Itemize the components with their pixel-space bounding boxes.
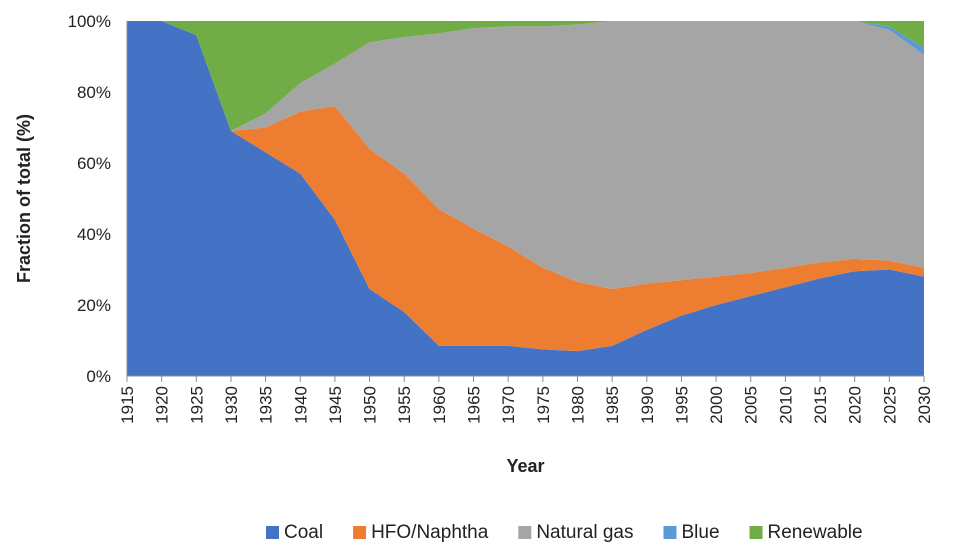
x-tick-label: 2025 bbox=[880, 386, 899, 424]
legend-label: Blue bbox=[681, 522, 719, 543]
x-tick-label: 1950 bbox=[361, 386, 380, 424]
x-tick-label: 1990 bbox=[638, 386, 657, 424]
x-tick-label: 1970 bbox=[499, 386, 518, 424]
y-tick-label: 40% bbox=[77, 225, 111, 244]
y-tick-label: 100% bbox=[68, 12, 111, 31]
x-tick-label: 2015 bbox=[811, 386, 830, 424]
x-tick-label: 1935 bbox=[257, 386, 276, 424]
x-tick-label: 2020 bbox=[846, 386, 865, 424]
x-tick-label: 2005 bbox=[742, 386, 761, 424]
x-tick-label: 1930 bbox=[222, 386, 241, 424]
x-tick-label: 1955 bbox=[395, 386, 414, 424]
legend-item-coal: Coal bbox=[266, 522, 323, 543]
x-tick-label: 1985 bbox=[603, 386, 622, 424]
axes bbox=[126, 21, 925, 382]
legend-swatch bbox=[663, 526, 677, 539]
legend-label: Renewable bbox=[768, 522, 863, 543]
y-tick-label: 0% bbox=[86, 367, 111, 386]
legend-label: Natural gas bbox=[536, 522, 633, 543]
x-tick-label: 1960 bbox=[430, 386, 449, 424]
x-tick-label: 1980 bbox=[568, 386, 587, 424]
y-axis-title: Fraction of total (%) bbox=[14, 114, 34, 283]
x-tick-label: 1925 bbox=[187, 386, 206, 424]
legend-label: HFO/Naphtha bbox=[371, 522, 489, 543]
x-tick-label: 1920 bbox=[153, 386, 172, 424]
x-tick-label: 2030 bbox=[915, 386, 934, 424]
x-tick-label: 1945 bbox=[326, 386, 345, 424]
legend-swatch bbox=[266, 526, 279, 539]
x-tick-label: 1915 bbox=[118, 386, 137, 424]
x-tick-label: 1975 bbox=[534, 386, 553, 424]
x-tick-label: 1995 bbox=[672, 386, 691, 424]
legend-swatch bbox=[749, 526, 763, 539]
legend-item-natural-gas: Natural gas bbox=[518, 522, 633, 543]
y-axis-tick-labels: 0% 20% 40% 60% 80% 100% bbox=[68, 12, 111, 386]
legend-label: Coal bbox=[284, 522, 323, 543]
x-tick-label: 1940 bbox=[291, 386, 310, 424]
legend-swatch bbox=[353, 526, 367, 539]
x-axis-tick-labels: 1915 1920 1925 1930 1935 1940 1945 1950 1955 1960… bbox=[118, 386, 934, 424]
x-tick-label: 2000 bbox=[707, 386, 726, 424]
area-natural-gas bbox=[127, 21, 924, 290]
x-tick-label: 2010 bbox=[776, 386, 795, 424]
legend-item-hfo-naphtha: HFO/Naphtha bbox=[353, 522, 489, 543]
x-tick-label: 1965 bbox=[465, 386, 484, 424]
legend-swatch bbox=[518, 526, 532, 539]
legend-item-blue: Blue bbox=[663, 522, 720, 543]
x-axis-title: Year bbox=[506, 456, 544, 476]
area-hfo-naphtha bbox=[127, 21, 924, 352]
legend-item-renewable: Renewable bbox=[749, 522, 863, 543]
area-coal bbox=[127, 21, 924, 376]
legend: Coal HFO/Naphtha Natural gas Blue Renewable bbox=[266, 522, 863, 543]
y-tick-label: 20% bbox=[77, 296, 111, 315]
y-tick-label: 60% bbox=[77, 154, 111, 173]
series-areas bbox=[127, 21, 924, 376]
y-tick-label: 80% bbox=[77, 83, 111, 102]
area-renewable bbox=[127, 21, 924, 132]
